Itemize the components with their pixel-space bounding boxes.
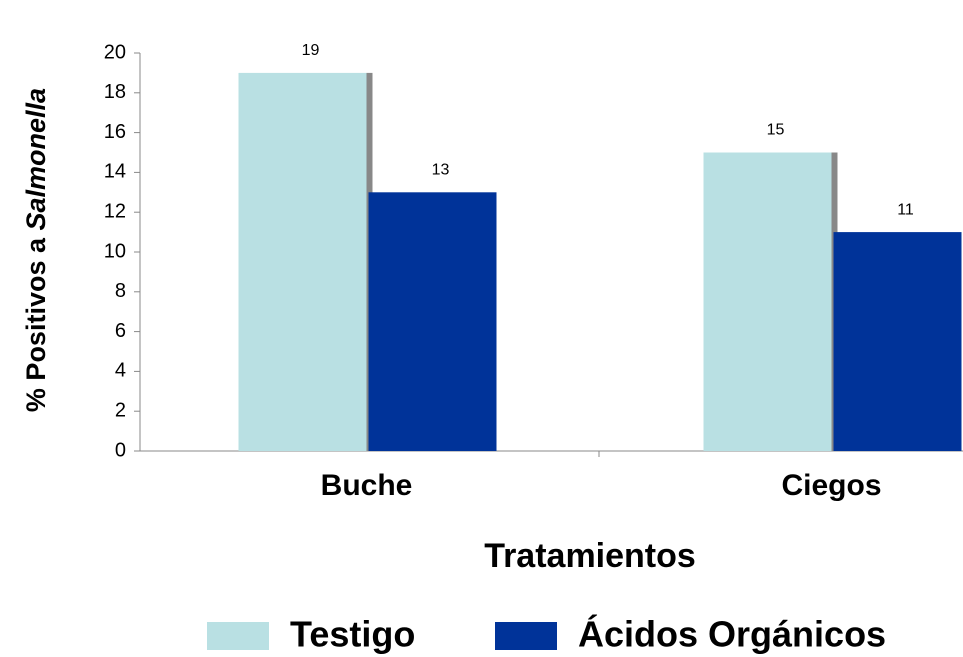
y-tick-label: 16 bbox=[104, 121, 126, 143]
y-tick-label: 4 bbox=[115, 360, 126, 382]
x-tick-label: Ciegos bbox=[781, 469, 881, 502]
bar bbox=[703, 152, 832, 451]
legend-swatch bbox=[207, 622, 269, 650]
data-label: 11 bbox=[897, 201, 914, 218]
bar bbox=[238, 72, 367, 452]
y-axis-title: % Positivos a Salmonella bbox=[21, 88, 51, 412]
y-tick-label: 2 bbox=[115, 399, 126, 421]
y-tick-label: 8 bbox=[115, 280, 126, 302]
y-axis-title-part: % Positivos a bbox=[21, 237, 51, 412]
y-tick-label: 6 bbox=[115, 320, 126, 342]
y-tick-label: 14 bbox=[104, 161, 126, 183]
y-tick-label: 18 bbox=[104, 81, 126, 103]
bar bbox=[368, 192, 497, 452]
data-label: 19 bbox=[302, 42, 320, 59]
y-tick-label: 10 bbox=[104, 240, 126, 262]
data-label: 15 bbox=[767, 122, 785, 139]
legend-swatch bbox=[495, 622, 557, 650]
legend-label: Testigo bbox=[290, 614, 415, 655]
y-tick-label: 12 bbox=[104, 200, 126, 222]
x-axis-title: Tratamientos bbox=[484, 537, 696, 575]
legend-label: Ácidos Orgánicos bbox=[578, 614, 886, 655]
y-tick-label: 20 bbox=[104, 41, 126, 63]
y-axis-title-part: Salmonella bbox=[21, 88, 51, 231]
y-tick-label: 0 bbox=[115, 439, 126, 461]
data-label: 13 bbox=[432, 162, 450, 179]
bar bbox=[833, 232, 962, 451]
x-tick-label: Buche bbox=[321, 469, 413, 502]
